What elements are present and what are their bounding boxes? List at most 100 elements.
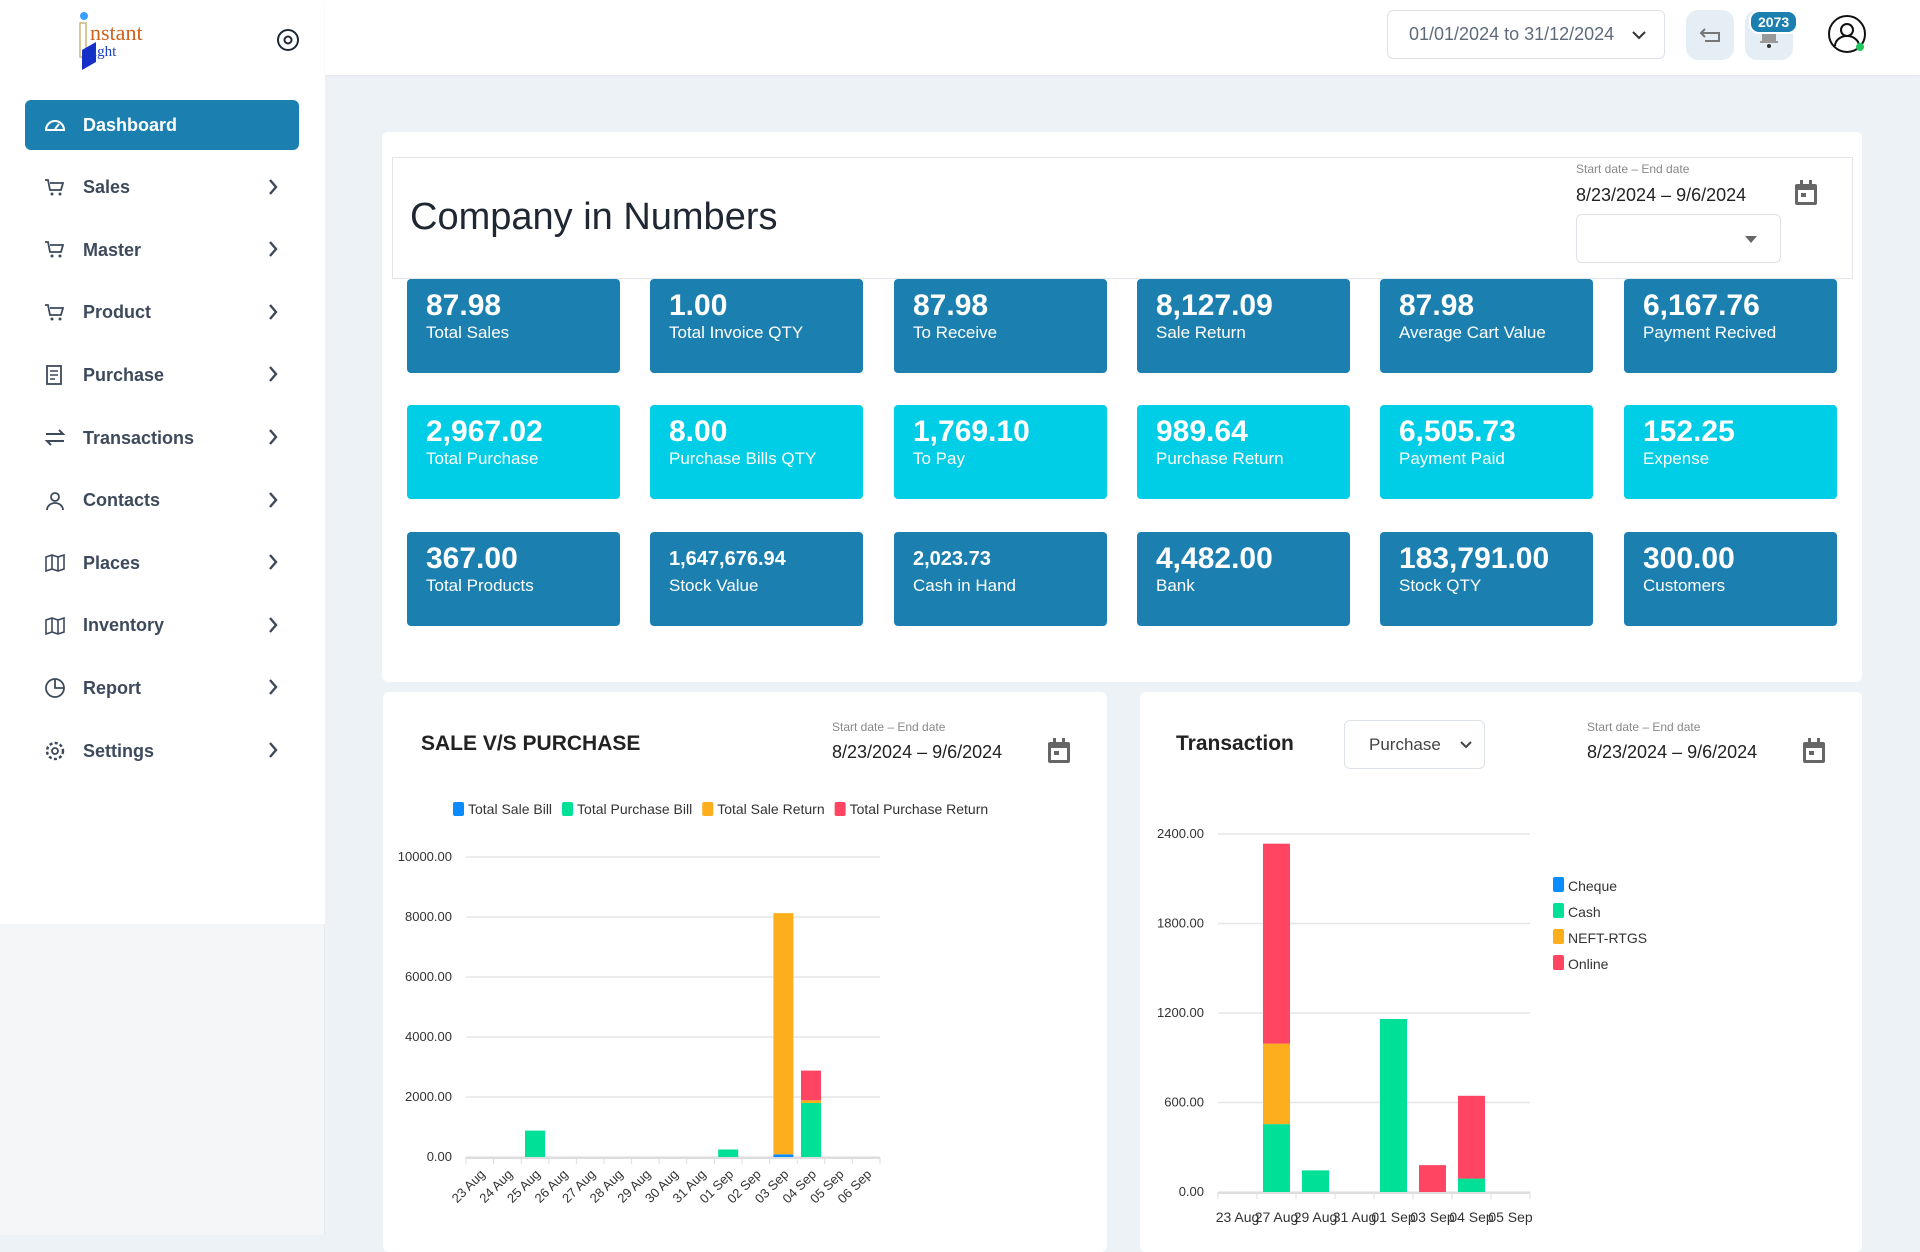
calendar-icon[interactable] [1046, 737, 1072, 765]
stat-card-total-purchase[interactable]: 2,967.02 Total Purchase [407, 405, 620, 499]
x-tick-label: 23 Aug [1216, 1209, 1260, 1225]
legend-label: Total Purchase Return [850, 801, 989, 817]
stat-card-stock-value[interactable]: 1,647,676.94 Stock Value [650, 532, 863, 626]
stat-label: Stock Value [669, 576, 759, 595]
stat-label: Purchase Return [1156, 449, 1284, 468]
stat-label: Sale Return [1156, 323, 1246, 342]
sale-vs-purchase-chart: 0.00 2000.00 4000.00 6000.00 8000.00 10000.00… [398, 801, 989, 1206]
stat-card-purchase-return[interactable]: 989.64 Purchase Return [1137, 405, 1350, 499]
bar-cash [1263, 1124, 1290, 1192]
bar-total-sale-return [801, 1100, 821, 1103]
stat-label: Expense [1643, 449, 1710, 468]
sidebar-item-inventory[interactable]: Inventory [25, 601, 299, 651]
y-tick-label: 1200.00 [1157, 1005, 1204, 1020]
y-tick-label: 10000.00 [398, 849, 452, 864]
back-button[interactable] [1686, 10, 1734, 60]
stat-card-payment-recived[interactable]: 6,167.76 Payment Recived [1624, 279, 1837, 373]
stat-label: Average Cart Value [1399, 323, 1546, 342]
sidebar-toggle-icon[interactable] [276, 28, 300, 57]
bar-cash [1302, 1170, 1329, 1192]
stat-card-total-sales[interactable]: 87.98 Total Sales [407, 279, 620, 373]
stat-card-total-products[interactable]: 367.00 Total Products [407, 532, 620, 626]
y-tick-label: 0.00 [1179, 1184, 1204, 1199]
chevron-right-icon [269, 304, 278, 320]
date-label: Start date – End date [1576, 162, 1690, 176]
sidebar-item-report[interactable]: Report [25, 663, 299, 713]
sidebar-item-label: Sales [83, 177, 131, 198]
stat-label: Customers [1643, 576, 1726, 595]
sidebar-item-transactions[interactable]: Transactions [25, 413, 299, 463]
x-tick-label: 04 Sep [1449, 1209, 1494, 1225]
transaction-chart: 0.00 600.00 1200.00 1800.00 2400.00 23 Aug27 … [1157, 826, 1647, 1225]
stat-value: 6,167.76 [1643, 289, 1760, 322]
sidebar-item-sales[interactable]: Sales [25, 163, 299, 213]
stat-card-average-cart-value[interactable]: 87.98 Average Cart Value [1380, 279, 1593, 373]
stat-card-purchase-bills-qty[interactable]: 8.00 Purchase Bills QTY [650, 405, 863, 499]
global-date-range-select[interactable]: 01/01/2024 to 31/12/2024 [1387, 10, 1665, 59]
transaction-type-select[interactable]: Purchase [1344, 720, 1485, 769]
stat-card-sale-return[interactable]: 8,127.09 Sale Return [1137, 279, 1350, 373]
x-tick-label: 01 Sep [1371, 1209, 1416, 1225]
legend-label: Total Sale Bill [468, 801, 552, 817]
user-avatar[interactable] [1827, 14, 1869, 61]
stat-value: 6,505.73 [1399, 415, 1516, 448]
filter-select[interactable] [1576, 214, 1781, 263]
date-range-input[interactable]: 8/23/2024 – 9/6/2024 [832, 742, 1003, 762]
stat-value: 989.64 [1156, 415, 1248, 448]
stat-card-bank[interactable]: 4,482.00 Bank [1137, 532, 1350, 626]
sidebar: nstant ight Dashboard Sales Master Product Pu… [0, 0, 325, 1235]
cart-icon [43, 301, 67, 325]
stat-value: 8,127.09 [1156, 289, 1273, 322]
stat-label: Total Sales [426, 323, 510, 342]
stat-card-cash-in-hand[interactable]: 2,023.73 Cash in Hand [894, 532, 1107, 626]
sidebar-item-contacts[interactable]: Contacts [25, 476, 299, 526]
stat-value: 300.00 [1643, 542, 1735, 575]
gauge-icon [43, 113, 67, 137]
stat-card-to-receive[interactable]: 87.98 To Receive [894, 279, 1107, 373]
calendar-icon[interactable] [1801, 737, 1827, 765]
y-tick-label: 600.00 [1164, 1095, 1204, 1110]
stat-card-customers[interactable]: 300.00 Customers [1624, 532, 1837, 626]
date-label: Start date – End date [1587, 720, 1701, 734]
stat-label: Total Invoice QTY [669, 323, 804, 342]
stat-label: To Pay [913, 449, 965, 468]
chevron-right-icon [269, 617, 278, 633]
sidebar-item-master[interactable]: Master [25, 225, 299, 275]
stat-label: Total Products [426, 576, 534, 595]
sidebar-item-dashboard[interactable]: Dashboard [25, 100, 299, 150]
sidebar-item-label: Places [83, 552, 141, 573]
chevron-right-icon [269, 554, 278, 570]
sidebar-item-places[interactable]: Places [25, 538, 299, 588]
sidebar-item-purchase[interactable]: Purchase [25, 350, 299, 400]
svg-text:nstant: nstant [90, 20, 143, 45]
sidebar-item-settings[interactable]: Settings [25, 726, 299, 776]
sidebar-item-label: Dashboard [83, 114, 178, 135]
chevron-right-icon [269, 429, 278, 445]
date-range-input[interactable]: 8/23/2024 – 9/6/2024 [1587, 742, 1758, 762]
date-range-input[interactable]: 8/23/2024 – 9/6/2024 [1576, 185, 1747, 205]
chevron-right-icon [269, 178, 278, 195]
stat-value: 1,769.10 [913, 415, 1030, 448]
stat-card-total-invoice-qty[interactable]: 1.00 Total Invoice QTY [650, 279, 863, 373]
bar-online [1263, 843, 1290, 1044]
bar-total-purchase-bill [718, 1149, 739, 1157]
stat-card-payment-paid[interactable]: 6,505.73 Payment Paid [1380, 405, 1593, 499]
stat-label: Payment Paid [1399, 449, 1505, 468]
x-tick-label: 05 Sep [1488, 1209, 1533, 1225]
legend-label: Cash [1568, 904, 1601, 920]
chevron-right-icon [269, 742, 278, 758]
sidebar-item-product[interactable]: Product [25, 288, 299, 338]
stat-card-to-pay[interactable]: 1,769.10 To Pay [894, 405, 1107, 499]
bar-online [1458, 1095, 1485, 1179]
legend-swatch [702, 802, 714, 816]
stat-card-expense[interactable]: 152.25 Expense [1624, 405, 1837, 499]
stat-card-stock-qty[interactable]: 183,791.00 Stock QTY [1380, 532, 1593, 626]
stat-value: 1,647,676.94 [669, 548, 786, 570]
arrows-icon [43, 426, 67, 450]
receipt-icon [43, 363, 67, 387]
return-arrow-icon [1699, 28, 1720, 42]
legend-swatch [1553, 877, 1564, 892]
stat-value: 8.00 [669, 415, 728, 448]
calendar-icon[interactable] [1793, 179, 1819, 207]
x-tick-label: 03 Sep [1410, 1209, 1455, 1225]
